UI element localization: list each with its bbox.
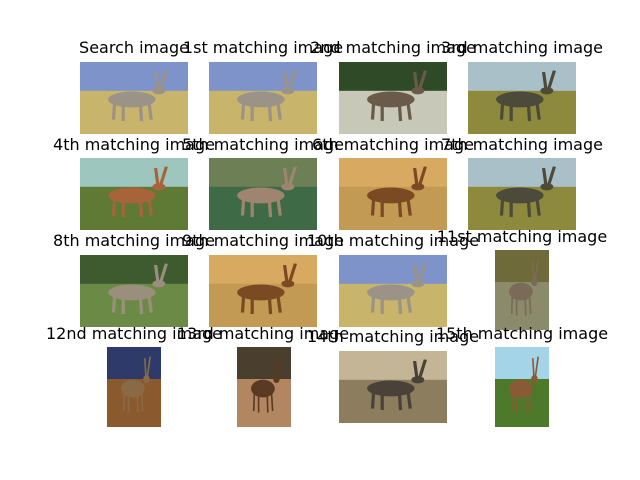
deer-photo xyxy=(495,250,549,330)
panel-title: 5th matching image xyxy=(182,135,344,154)
panel-title: 7th matching image xyxy=(441,135,603,154)
running-deer-photo xyxy=(209,158,317,230)
panel-title: 13rd matching image xyxy=(176,324,350,343)
panel-title: 10th matching image xyxy=(306,231,480,250)
whitetail-buck-photo xyxy=(107,347,161,427)
panel-title: 3rd matching image xyxy=(441,38,603,57)
panel-title: 14th matching image xyxy=(306,327,480,346)
panel-title: 12nd matching image xyxy=(45,324,223,343)
oryx-photo xyxy=(80,62,188,134)
kudu-in-bush-photo xyxy=(80,255,188,327)
elk-photo xyxy=(237,347,291,427)
kudu-photo xyxy=(468,158,576,230)
panel-title: 9th matching image xyxy=(182,231,344,250)
impala-group-photo xyxy=(209,255,317,327)
panel-title: 8th matching image xyxy=(53,231,215,250)
kudu-pair-photo xyxy=(339,351,447,423)
panel-title: 6th matching image xyxy=(312,135,474,154)
antelope-herd-photo xyxy=(80,158,188,230)
panel-title: 15th matching image xyxy=(435,324,609,343)
impala-group-photo xyxy=(339,158,447,230)
caribou-photo xyxy=(495,347,549,427)
panel-title: Search image xyxy=(79,38,189,57)
panel-title: 4th matching image xyxy=(53,135,215,154)
oryx-photo xyxy=(209,62,317,134)
deer-in-forest-photo xyxy=(339,62,447,134)
oryx-photo xyxy=(339,255,447,327)
kudu-photo xyxy=(468,62,576,134)
panel-title: 1st matching image xyxy=(182,38,344,57)
panel-title: 11st matching image xyxy=(436,227,608,246)
panel-title: 2nd matching image xyxy=(310,38,476,57)
